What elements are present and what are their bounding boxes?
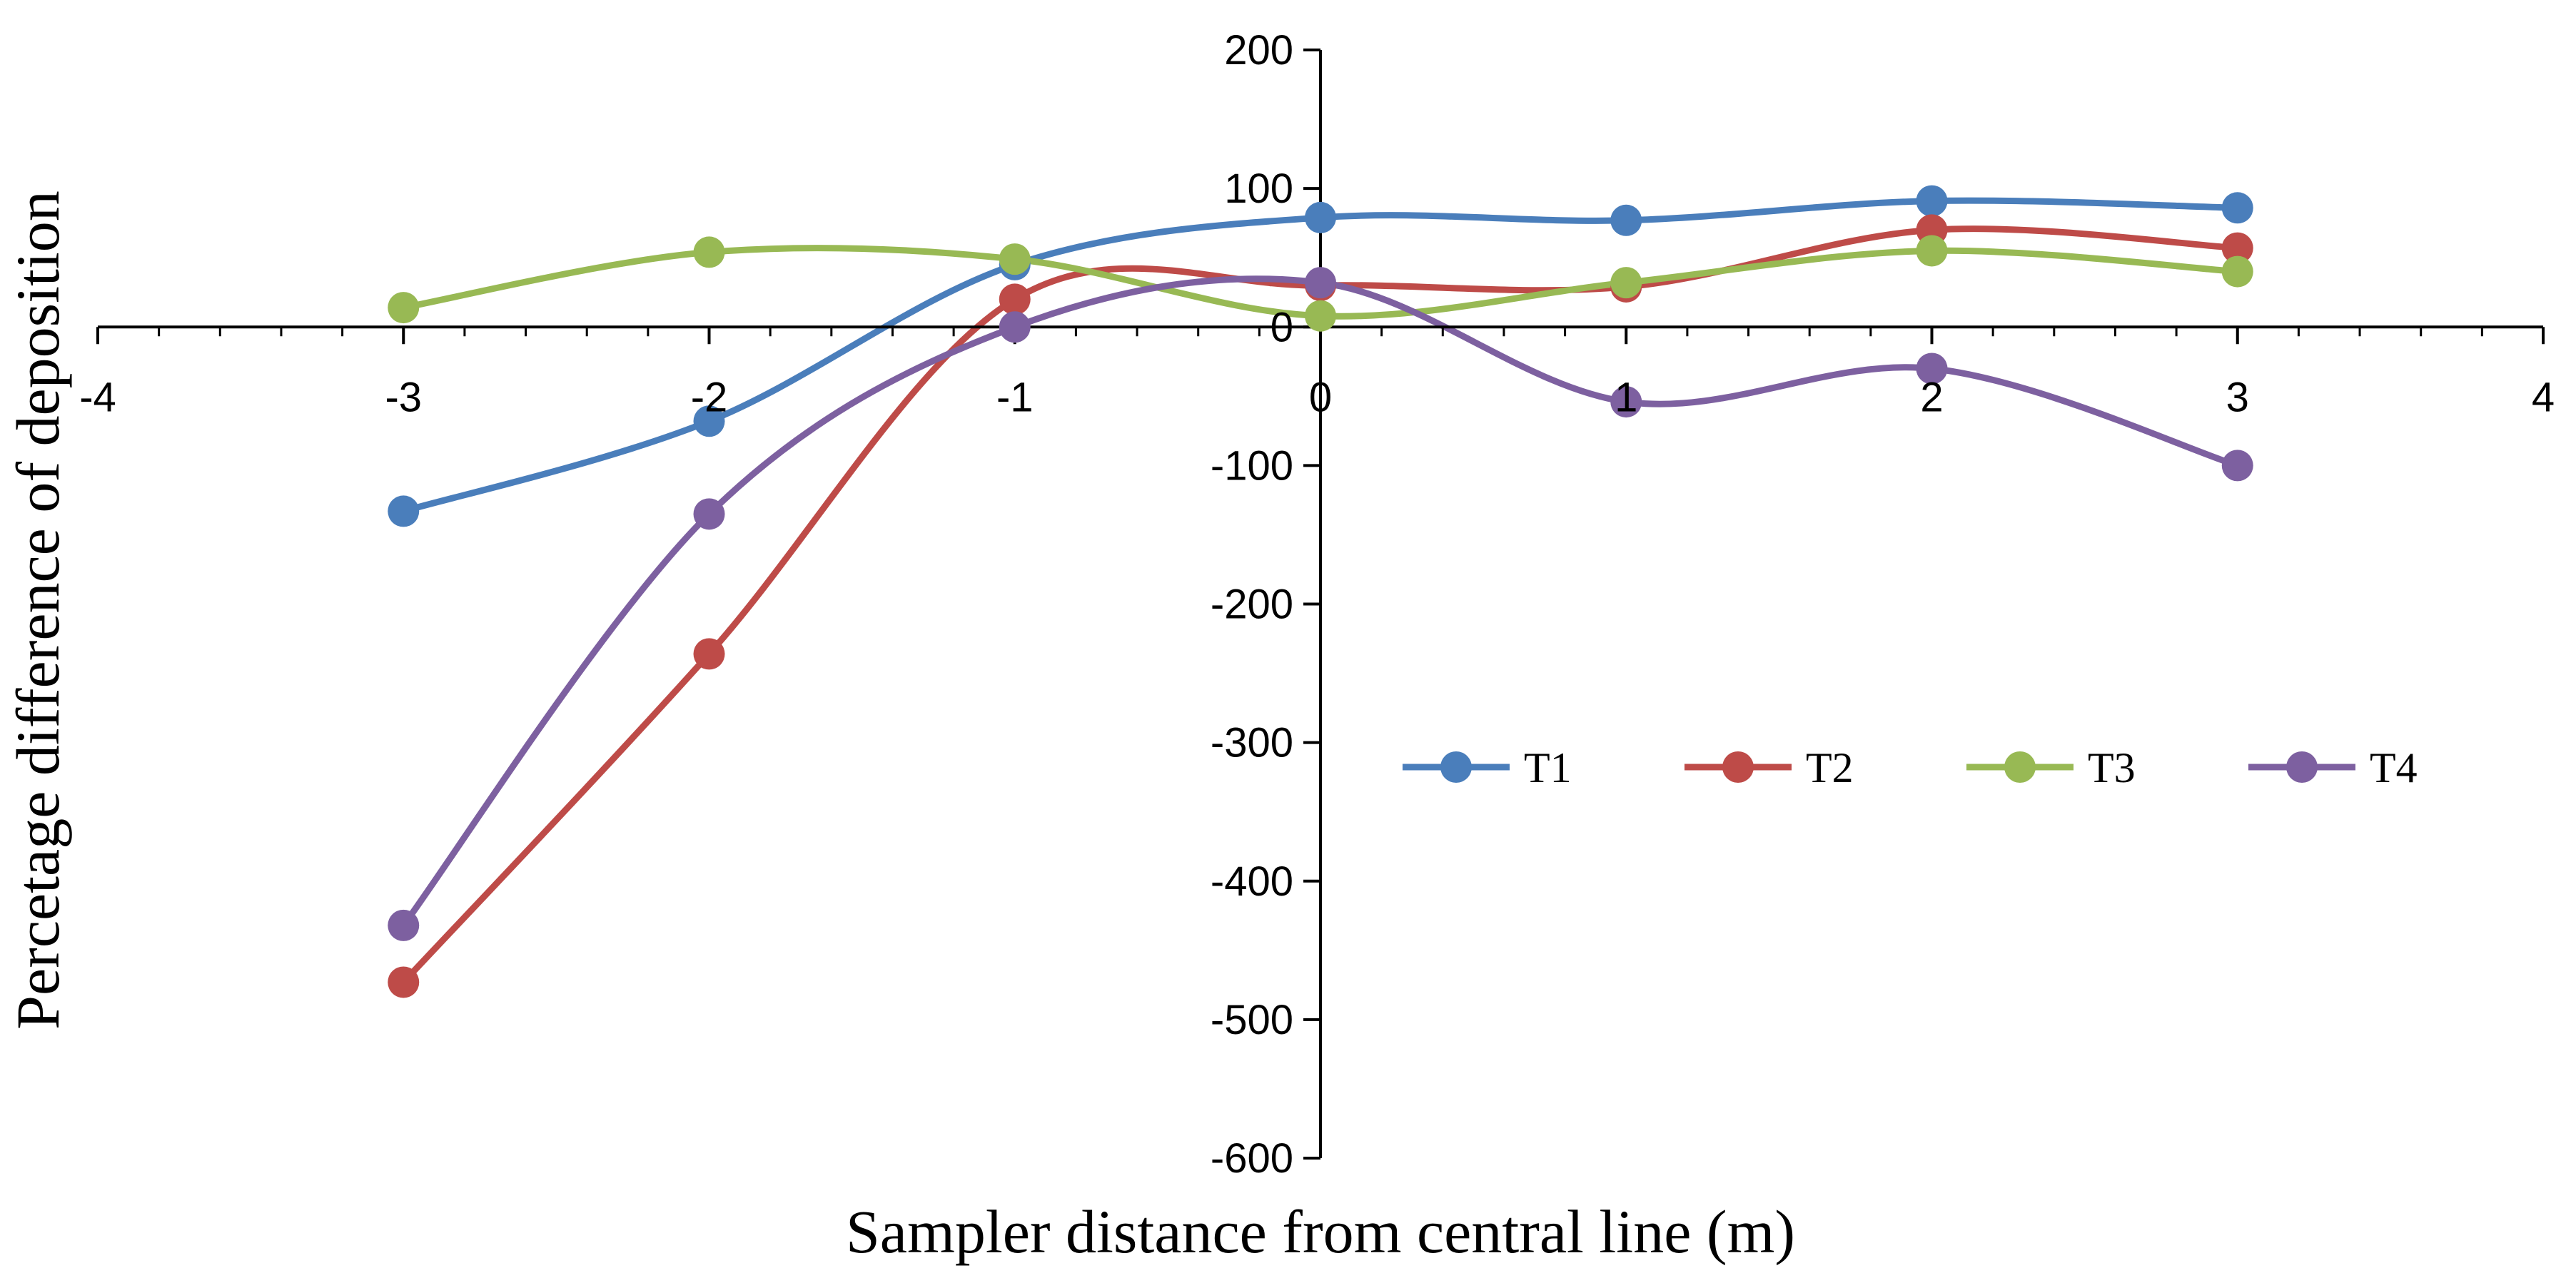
data-point-t3 <box>1305 300 1336 332</box>
legend-label-t4: T4 <box>2370 744 2418 791</box>
y-tick-label: 100 <box>1224 166 1293 212</box>
x-tick-label: -1 <box>996 374 1034 420</box>
y-tick-label: -300 <box>1211 720 1293 766</box>
data-point-t4 <box>1610 386 1642 418</box>
tick-labels: -4 -3 -2 -1 0 1 2 3 4 200 100 0 -100 -200 -300 -400 -500… <box>79 27 2555 1182</box>
x-tick-label: 0 <box>1309 374 1332 420</box>
legend-label-t1: T1 <box>1524 744 1572 791</box>
y-tick-label: 200 <box>1224 27 1293 73</box>
series-markers <box>388 185 2253 998</box>
data-point-t3 <box>693 236 725 268</box>
data-point-t2 <box>693 638 725 670</box>
data-point-t3 <box>1916 235 1948 267</box>
legend-label-t3: T3 <box>2088 744 2136 791</box>
x-tick-label: 4 <box>2532 374 2555 420</box>
data-point-t1 <box>1916 185 1948 217</box>
y-tick-label: -400 <box>1211 858 1293 905</box>
data-point-t4 <box>693 498 725 530</box>
y-tick-label: -600 <box>1211 1135 1293 1182</box>
data-point-t4 <box>1916 353 1948 385</box>
data-point-t2 <box>2221 232 2253 264</box>
data-point-t4 <box>1305 267 1336 299</box>
data-point-t4 <box>2221 450 2253 482</box>
y-tick-label: -500 <box>1211 997 1293 1043</box>
legend-marker-t1 <box>1440 751 1472 783</box>
data-point-t3 <box>388 292 420 324</box>
legend-marker-t4 <box>2286 751 2318 783</box>
data-point-t1 <box>693 405 725 437</box>
legend-marker-t3 <box>2004 751 2036 783</box>
x-tick-label: -3 <box>385 374 422 420</box>
data-point-t1 <box>2221 192 2253 224</box>
data-point-t3 <box>999 243 1031 275</box>
x-tick-label: 3 <box>2226 374 2249 420</box>
y-tick-label: 0 <box>1271 304 1293 350</box>
data-point-t4 <box>388 909 420 941</box>
x-tick-label: -2 <box>691 374 728 420</box>
data-point-t3 <box>1610 267 1642 299</box>
data-point-t3 <box>2221 255 2253 288</box>
data-point-t1 <box>1610 204 1642 236</box>
data-point-t1 <box>1305 201 1336 233</box>
x-tick-label: -4 <box>79 374 116 420</box>
y-tick-label: -100 <box>1211 442 1293 489</box>
legend-label-t2: T2 <box>1806 744 1854 791</box>
y-axis-title: Percetage difference of deposition <box>4 191 72 1030</box>
y-tick-label: -200 <box>1211 582 1293 628</box>
x-tick-label: 2 <box>1920 374 1943 420</box>
x-tick-label: 1 <box>1615 374 1637 420</box>
legend-marker-t2 <box>1722 751 1754 783</box>
x-axis-title: Sampler distance from central line (m) <box>846 1197 1795 1266</box>
data-point-t4 <box>999 311 1031 343</box>
legend: T1 T2 T3 T4 <box>1403 744 2418 791</box>
data-point-t1 <box>388 495 420 527</box>
data-point-t2 <box>999 283 1031 315</box>
data-point-t2 <box>388 966 420 998</box>
